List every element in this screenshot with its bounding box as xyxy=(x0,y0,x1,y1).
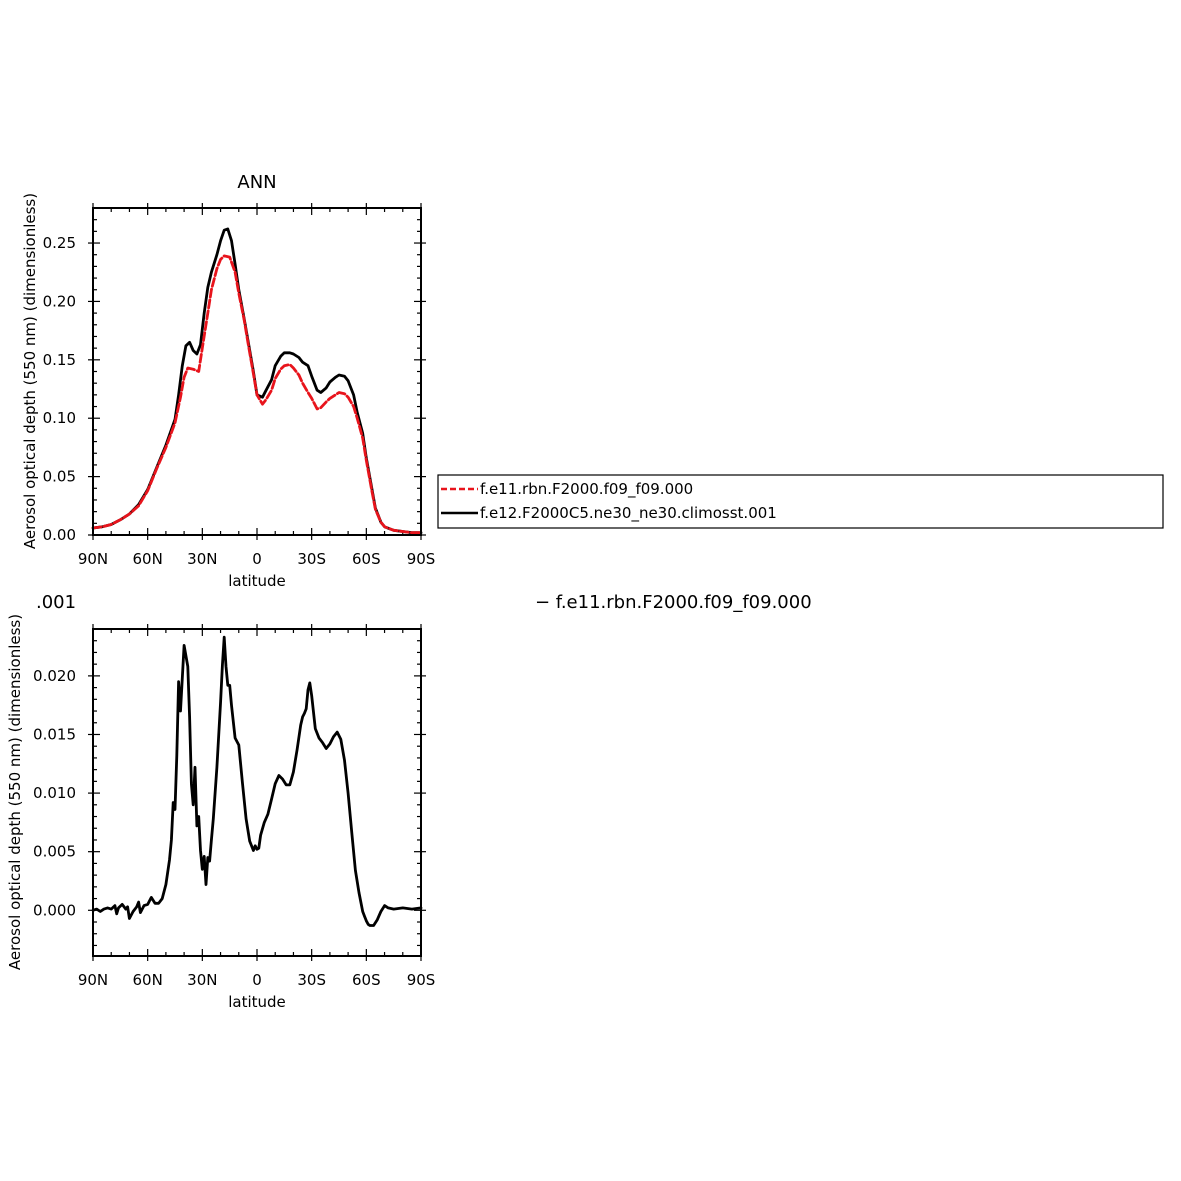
left-title: .001 xyxy=(36,592,76,613)
x-tick-label: 30S xyxy=(297,971,326,989)
x-tick-label: 30S xyxy=(297,550,326,568)
x-tick-label: 30N xyxy=(187,550,217,568)
x-tick-label: 0 xyxy=(252,971,262,989)
y-tick-label: 0.15 xyxy=(43,351,76,369)
x-axis-label: latitude xyxy=(228,993,286,1011)
x-axis-label: latitude xyxy=(228,572,286,590)
x-tick-label: 60N xyxy=(133,550,163,568)
plot-frame xyxy=(92,628,422,957)
x-tick-label: 90S xyxy=(407,971,436,989)
x-tick-label: 90N xyxy=(78,971,108,989)
legend-box xyxy=(437,474,1164,529)
right-title: − f.e11.rbn.F2000.f09_f09.000 xyxy=(535,592,812,613)
y-tick-label: 0.010 xyxy=(33,784,76,802)
y-tick-label: 0.25 xyxy=(43,234,76,252)
x-tick-label: 60S xyxy=(352,550,381,568)
diff-series-1 xyxy=(91,635,423,927)
y-tick-label: 0.20 xyxy=(43,292,76,310)
x-tick-label: 90S xyxy=(407,550,436,568)
y-tick-label: 0.10 xyxy=(43,409,76,427)
x-tick-label: 90N xyxy=(78,550,108,568)
panel-difference: .001 − f.e11.rbn.F2000.f09_f09.000 90N 60… xyxy=(6,592,812,1011)
x-tick-label: 30N xyxy=(187,971,217,989)
y-tick-label: 0.05 xyxy=(43,468,76,486)
y-axis-label: Aerosol optical depth (550 nm) (dimensio… xyxy=(6,614,24,970)
plot-frame xyxy=(92,207,422,536)
x-tick-label: 60S xyxy=(352,971,381,989)
ann-series-1 xyxy=(91,227,423,535)
legend: f.e11.rbn.F2000.f09_f09.000 f.e12.F2000C… xyxy=(437,474,1164,529)
chart-title: ANN xyxy=(237,172,276,193)
legend-entry-2: f.e12.F2000C5.ne30_ne30.climosst.001 xyxy=(480,504,777,523)
y-tick-label: 0.015 xyxy=(33,725,76,743)
y-tick-label: 0.020 xyxy=(33,667,76,685)
y-tick-label: 0.005 xyxy=(33,843,76,861)
y-axis-label: Aerosol optical depth (550 nm) (dimensio… xyxy=(21,193,39,549)
x-tick-label: 60N xyxy=(133,971,163,989)
panel-ann: ANN 90N 60N 30N 0 30S 60S 90S 0.00 0.05 0.10 0.15 0… xyxy=(21,172,435,590)
y-tick-label: 0.00 xyxy=(43,526,76,544)
ann-series-2 xyxy=(91,254,423,535)
y-tick-label: 0.000 xyxy=(33,901,76,919)
x-tick-label: 0 xyxy=(252,550,262,568)
legend-entry-1: f.e11.rbn.F2000.f09_f09.000 xyxy=(480,480,693,499)
